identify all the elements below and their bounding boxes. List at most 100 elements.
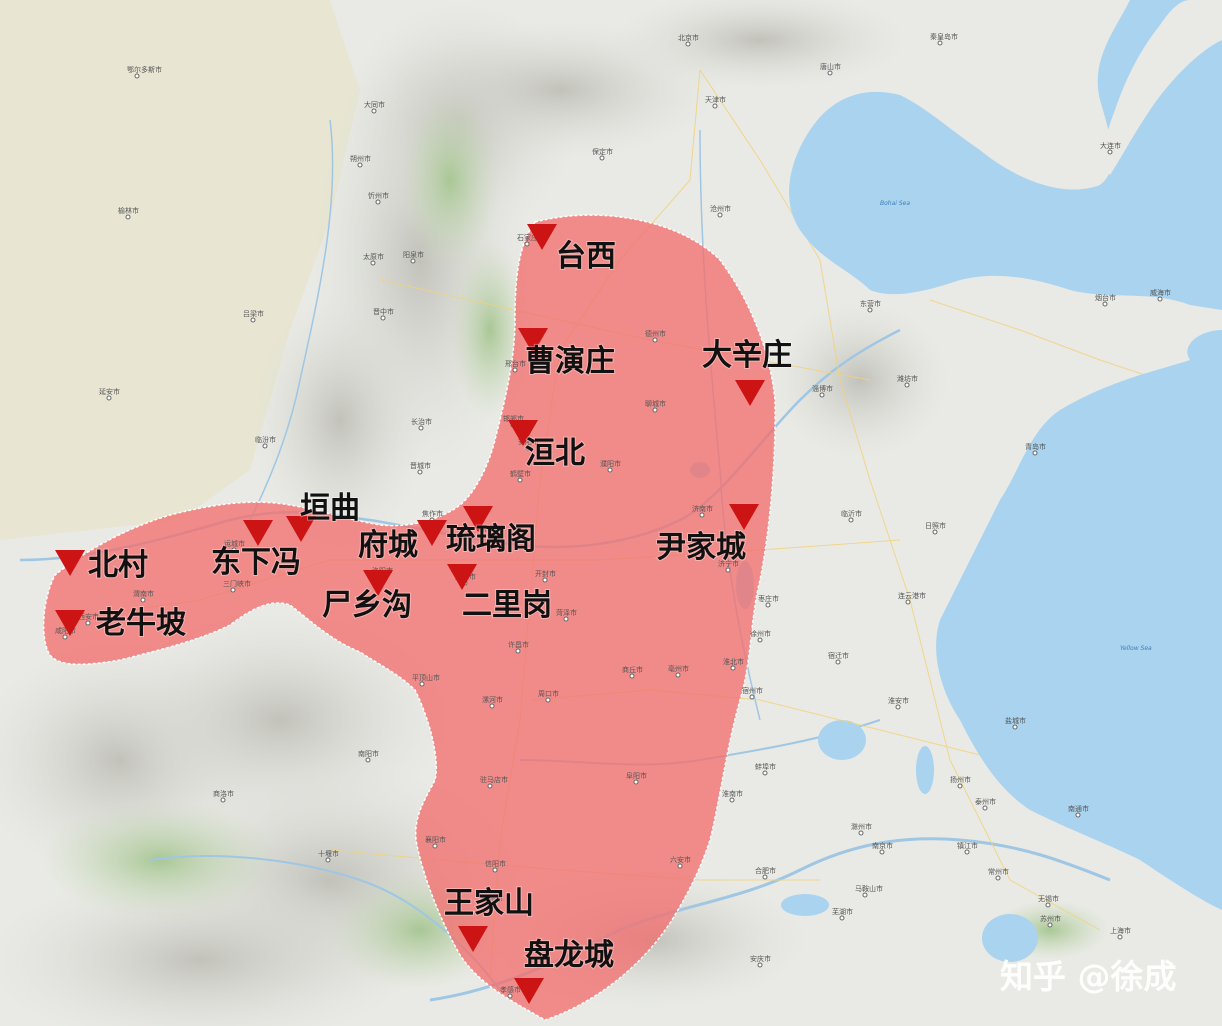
city-dot-icon — [1157, 296, 1163, 302]
city-label: 连云港市 — [898, 591, 926, 600]
site-marker-icon[interactable] — [735, 380, 765, 406]
city-dot-icon — [675, 672, 681, 678]
city-dot-icon — [982, 805, 988, 811]
site-marker-icon[interactable] — [55, 610, 85, 636]
city-label: 商丘市 — [622, 665, 643, 674]
city-dot-icon — [862, 892, 868, 898]
city-dot-icon — [762, 874, 768, 880]
city-dot-icon — [827, 70, 833, 76]
city-label: 聊城市 — [645, 399, 666, 408]
city-label: 青岛市 — [1025, 442, 1046, 451]
city-dot-icon — [140, 597, 146, 603]
city-label: 太原市 — [363, 252, 384, 261]
city-dot-icon — [677, 863, 683, 869]
yellow-sea — [936, 330, 1222, 910]
city-dot-icon — [757, 962, 763, 968]
city-label: 南京市 — [872, 841, 893, 850]
site-marker-icon[interactable] — [286, 516, 316, 542]
city-dot-icon — [487, 532, 493, 538]
city-dot-icon — [932, 529, 938, 535]
sea-label-bohai: Bohai Sea — [880, 200, 910, 207]
site-marker-icon[interactable] — [514, 978, 544, 1004]
city-label: 泰州市 — [975, 797, 996, 806]
city-label: 商洛市 — [213, 789, 234, 798]
city-label: 榆林市 — [118, 206, 139, 215]
site-marker-icon[interactable] — [447, 564, 477, 590]
site-marker-icon[interactable] — [417, 520, 447, 546]
site-marker-icon[interactable] — [458, 926, 488, 952]
city-dot-icon — [62, 634, 68, 640]
city-label: 邯郸市 — [503, 414, 524, 423]
city-dot-icon — [512, 367, 518, 373]
city-label: 平顶山市 — [412, 673, 440, 682]
site-label: 大辛庄 — [702, 338, 792, 373]
site-label: 北村 — [88, 548, 148, 583]
city-dot-icon — [231, 547, 237, 553]
city-dot-icon — [905, 599, 911, 605]
city-label: 延安市 — [99, 387, 120, 396]
bohai-sea — [789, 0, 1222, 310]
city-label: 许昌市 — [508, 640, 529, 649]
city-dot-icon — [542, 577, 548, 583]
lake-chaohu — [781, 894, 829, 916]
city-label: 亳州市 — [668, 664, 689, 673]
city-dot-icon — [839, 915, 845, 921]
site-marker-icon[interactable] — [463, 506, 493, 532]
city-label: 吕梁市 — [243, 309, 264, 318]
site-marker-icon[interactable] — [729, 504, 759, 530]
city-dot-icon — [629, 673, 635, 679]
city-label: 运城市 — [224, 539, 245, 548]
site-marker-icon[interactable] — [363, 570, 393, 596]
site-marker-icon[interactable] — [527, 224, 557, 250]
city-label: 濮阳市 — [600, 459, 621, 468]
city-label: 周口市 — [538, 689, 559, 698]
city-dot-icon — [417, 469, 423, 475]
city-dot-icon — [489, 902, 495, 908]
city-dot-icon — [563, 616, 569, 622]
city-label: 焦作市 — [422, 509, 443, 518]
city-dot-icon — [879, 849, 885, 855]
city-dot-icon — [1045, 902, 1051, 908]
city-label: 襄阳市 — [425, 835, 446, 844]
site-marker-icon[interactable] — [508, 420, 538, 446]
city-dot-icon — [418, 425, 424, 431]
city-label: 芜湖市 — [832, 907, 853, 916]
culture-area — [42, 214, 776, 1021]
city-label: 信阳市 — [485, 859, 506, 868]
city-label: 淮北市 — [723, 657, 744, 666]
site-label: 垣曲 — [300, 491, 360, 526]
city-dot-icon — [957, 783, 963, 789]
city-label: 南阳市 — [358, 749, 379, 758]
city-label: 大连市 — [1100, 141, 1121, 150]
city-label: 德州市 — [645, 329, 666, 338]
site-label: 洹北 — [525, 436, 585, 471]
city-dot-icon — [607, 467, 613, 473]
city-label: 镇江市 — [957, 841, 978, 850]
city-dot-icon — [995, 875, 1001, 881]
city-dot-icon — [517, 477, 523, 483]
city-dot-icon — [545, 697, 551, 703]
city-label: 晋中市 — [373, 307, 394, 316]
city-dot-icon — [937, 40, 943, 46]
city-dot-icon — [262, 443, 268, 449]
site-marker-icon[interactable] — [518, 328, 548, 354]
city-dot-icon — [371, 108, 377, 114]
city-dot-icon — [250, 317, 256, 323]
city-label: 徐州市 — [750, 629, 771, 638]
city-label: 威海市 — [1150, 288, 1171, 297]
city-dot-icon — [599, 155, 605, 161]
city-dot-icon — [380, 315, 386, 321]
site-marker-icon[interactable] — [55, 550, 85, 576]
city-dot-icon — [85, 620, 91, 626]
site-marker-icon[interactable] — [243, 520, 273, 546]
city-dot-icon — [220, 797, 226, 803]
city-label: 鄂尔多斯市 — [127, 65, 162, 74]
city-dot-icon — [717, 212, 723, 218]
city-label: 枣庄市 — [758, 594, 779, 603]
city-dot-icon — [492, 867, 498, 873]
city-dot-icon — [325, 857, 331, 863]
city-label: 济南市 — [692, 504, 713, 513]
city-dot-icon — [507, 993, 513, 999]
